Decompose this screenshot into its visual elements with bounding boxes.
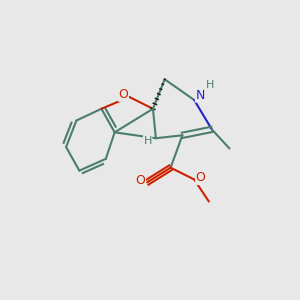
Text: O: O (196, 172, 206, 184)
Text: H: H (143, 136, 152, 146)
Text: H: H (206, 80, 214, 90)
Text: O: O (136, 174, 146, 188)
Text: O: O (118, 88, 128, 101)
Text: N: N (195, 89, 205, 102)
